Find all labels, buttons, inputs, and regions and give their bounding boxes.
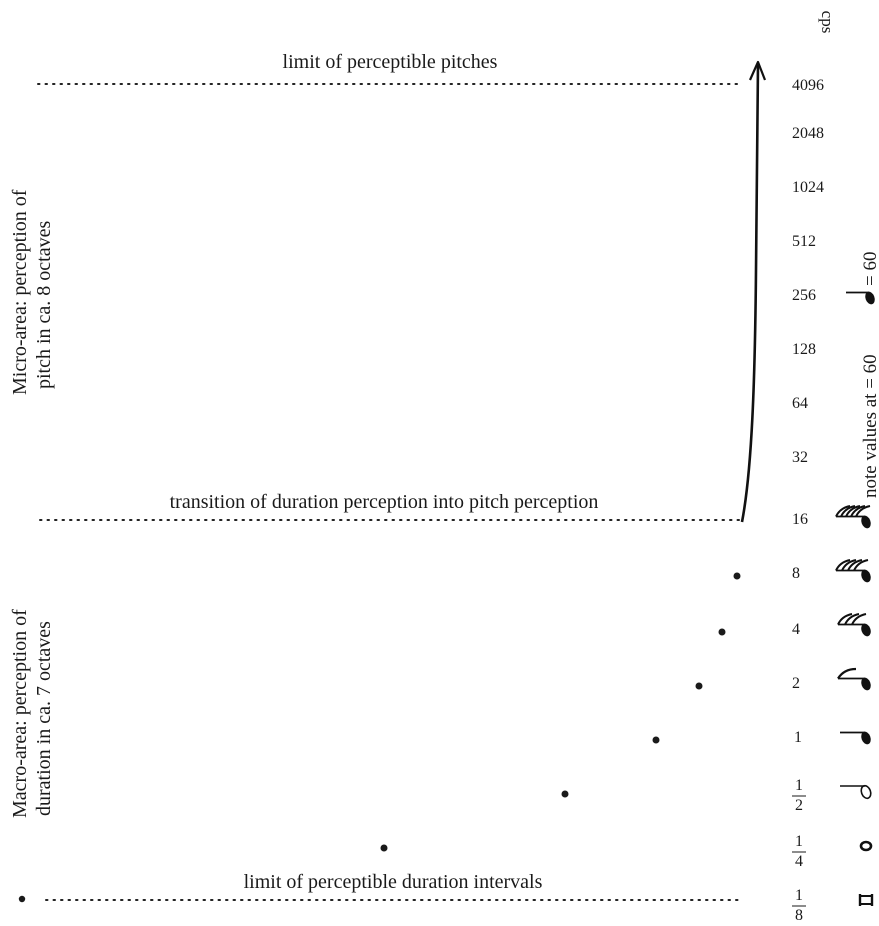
macro-area-label: Macro-area: perception of duration in ca… [9,609,55,818]
freq-8: 8 [792,565,800,582]
half-note-icon [840,784,872,799]
freq-2: 2 [792,675,800,692]
tempo-mark-text: = 60 [860,252,879,286]
fraction-eighth: 1 8 [792,887,806,924]
fraction-eighth-num: 1 [795,887,803,904]
micro-area-line-2: pitch in ca. 8 octaves [33,221,55,389]
fraction-quarter-den: 4 [795,853,803,870]
pitch-curve [742,64,758,522]
breve-note-icon [860,894,872,906]
fraction-quarter: 1 4 [792,833,806,870]
dot-2 [696,683,703,690]
micro-area-label: Micro-area: perception of pitch in ca. 8… [9,189,55,395]
macro-area-line-2: duration in ca. 7 octaves [33,621,55,816]
frequency-scale: 4096 2048 1024 512 256 128 64 32 16 8 4 … [792,77,824,924]
micro-area-line-1: Micro-area: perception of [9,189,31,395]
freq-16: 16 [792,511,808,528]
fraction-half-num: 1 [795,777,803,794]
fraction-half-den: 2 [795,797,803,814]
thirty-second-note-icon [838,614,872,638]
freq-4: 4 [792,621,800,638]
left-endpoint-dot [19,896,25,902]
fraction-eighth-den: 8 [795,907,803,924]
fraction-quarter-num: 1 [795,833,803,850]
freq-256: 256 [792,287,816,304]
sixty-fourth-note-icon [836,560,872,584]
freq-4096: 4096 [792,77,824,94]
freq-128: 128 [792,341,816,358]
note-values-text: note values at = 60 [860,354,879,498]
dot-8 [734,573,741,580]
eighth-note-icon [840,730,872,745]
dot-1 [653,737,660,744]
dot-half [562,791,569,798]
fraction-half: 1 2 [792,777,806,814]
dot-4 [719,629,726,636]
freq-1: 1 [794,729,802,746]
pitch-limit-label: limit of perceptible pitches [283,51,498,73]
freq-1024: 1024 [792,179,824,196]
transition-label: transition of duration perception into p… [170,491,599,513]
note-symbols [836,506,872,906]
macro-area-line-1: Macro-area: perception of [9,609,31,818]
freq-64: 64 [792,395,808,412]
freq-512: 512 [792,233,816,250]
note-values-label: note values at = 60 = 60 [846,252,879,498]
whole-note-icon [861,842,871,850]
freq-2048: 2048 [792,125,824,142]
hundred-twenty-eighth-note-icon [836,506,872,530]
cps-label: cps [818,11,837,34]
sixteenth-note-icon [838,669,872,692]
duration-dots [381,573,741,852]
dot-quarter [381,845,388,852]
duration-limit-label: limit of perceptible duration intervals [244,871,543,893]
quarter-note-icon [846,290,876,305]
freq-32: 32 [792,449,808,466]
